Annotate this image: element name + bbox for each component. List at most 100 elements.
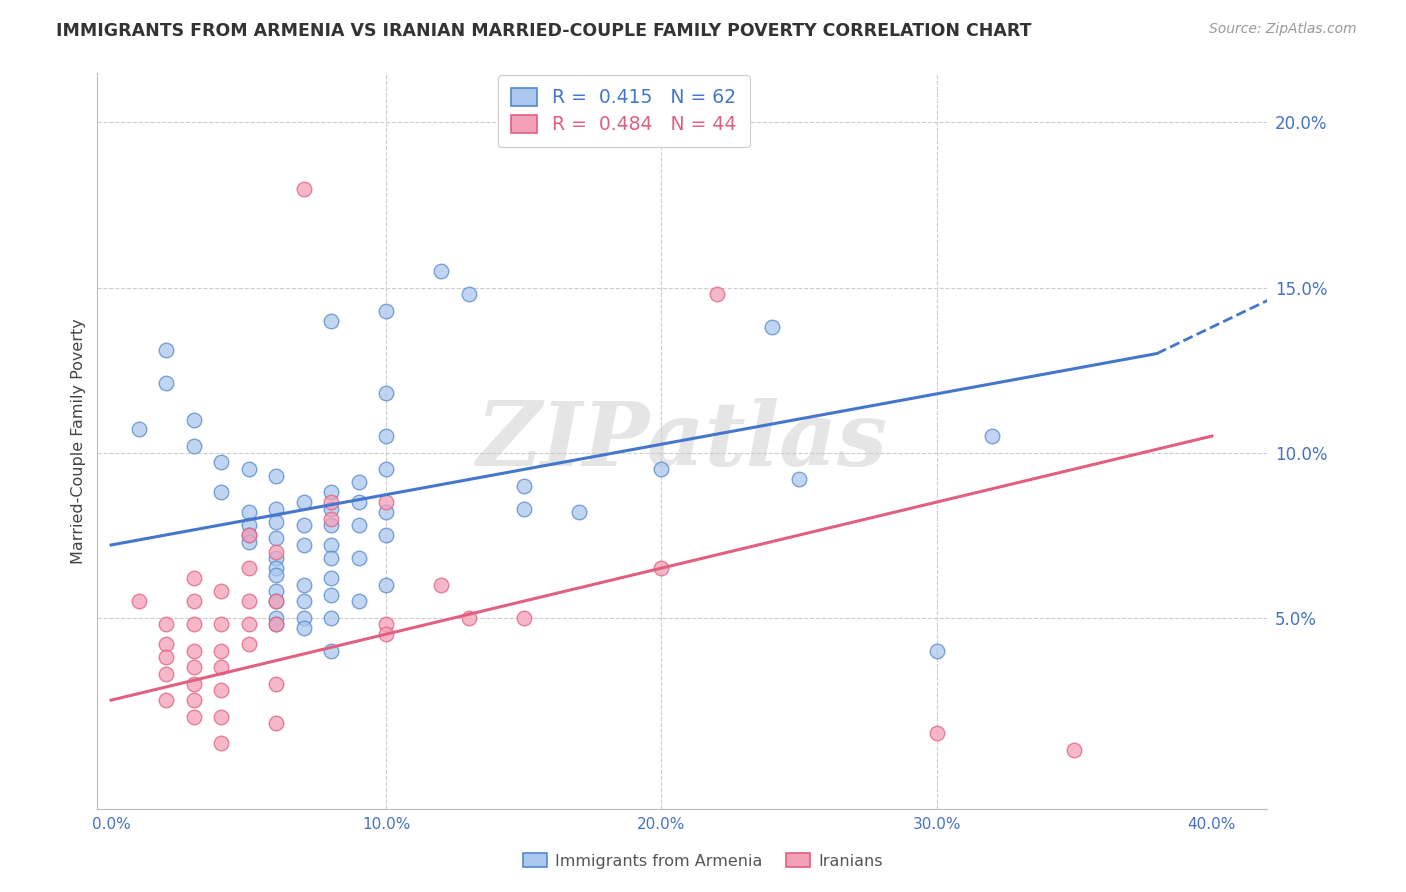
Point bbox=[292, 620, 315, 634]
Point bbox=[209, 660, 232, 674]
Point bbox=[209, 683, 232, 698]
Point bbox=[264, 617, 287, 632]
Point bbox=[238, 534, 260, 549]
Point bbox=[706, 287, 728, 301]
Point bbox=[375, 577, 398, 591]
Point bbox=[183, 643, 205, 657]
Y-axis label: Married-Couple Family Poverty: Married-Couple Family Poverty bbox=[72, 318, 86, 564]
Point bbox=[264, 617, 287, 632]
Point bbox=[292, 181, 315, 195]
Point bbox=[347, 518, 370, 533]
Point bbox=[321, 538, 343, 552]
Point bbox=[155, 376, 177, 391]
Point bbox=[787, 472, 810, 486]
Point bbox=[375, 462, 398, 476]
Point bbox=[292, 495, 315, 509]
Point bbox=[238, 528, 260, 542]
Point bbox=[209, 617, 232, 632]
Point bbox=[264, 532, 287, 546]
Point bbox=[513, 501, 536, 516]
Point bbox=[513, 478, 536, 492]
Point bbox=[347, 594, 370, 608]
Point bbox=[264, 610, 287, 624]
Point bbox=[238, 561, 260, 575]
Point bbox=[183, 617, 205, 632]
Point bbox=[321, 495, 343, 509]
Point bbox=[183, 660, 205, 674]
Point bbox=[925, 643, 948, 657]
Point bbox=[264, 501, 287, 516]
Point bbox=[264, 561, 287, 575]
Point bbox=[568, 505, 591, 519]
Legend: R =  0.415   N = 62, R =  0.484   N = 44: R = 0.415 N = 62, R = 0.484 N = 44 bbox=[498, 75, 749, 147]
Point bbox=[264, 515, 287, 529]
Point bbox=[980, 429, 1002, 443]
Point bbox=[321, 610, 343, 624]
Text: Source: ZipAtlas.com: Source: ZipAtlas.com bbox=[1209, 22, 1357, 37]
Point bbox=[238, 594, 260, 608]
Point bbox=[183, 594, 205, 608]
Point bbox=[321, 511, 343, 525]
Point bbox=[183, 571, 205, 585]
Point bbox=[321, 518, 343, 533]
Point bbox=[264, 584, 287, 599]
Point bbox=[209, 584, 232, 599]
Point bbox=[264, 716, 287, 731]
Point bbox=[183, 412, 205, 426]
Point bbox=[375, 505, 398, 519]
Point bbox=[1063, 742, 1085, 756]
Legend: Immigrants from Armenia, Iranians: Immigrants from Armenia, Iranians bbox=[517, 847, 889, 875]
Point bbox=[238, 617, 260, 632]
Point bbox=[238, 505, 260, 519]
Point bbox=[264, 567, 287, 582]
Point bbox=[375, 386, 398, 401]
Point bbox=[292, 518, 315, 533]
Point bbox=[321, 551, 343, 566]
Point bbox=[264, 594, 287, 608]
Point bbox=[183, 693, 205, 707]
Point bbox=[292, 610, 315, 624]
Point bbox=[321, 643, 343, 657]
Point bbox=[264, 544, 287, 558]
Point bbox=[375, 495, 398, 509]
Point bbox=[155, 650, 177, 665]
Text: ZIPatlas: ZIPatlas bbox=[477, 398, 887, 484]
Point bbox=[264, 551, 287, 566]
Point bbox=[209, 643, 232, 657]
Point bbox=[238, 528, 260, 542]
Point bbox=[155, 343, 177, 358]
Point bbox=[209, 709, 232, 723]
Text: IMMIGRANTS FROM ARMENIA VS IRANIAN MARRIED-COUPLE FAMILY POVERTY CORRELATION CHA: IMMIGRANTS FROM ARMENIA VS IRANIAN MARRI… bbox=[56, 22, 1032, 40]
Point bbox=[321, 587, 343, 601]
Point bbox=[209, 455, 232, 469]
Point bbox=[183, 709, 205, 723]
Point bbox=[375, 429, 398, 443]
Point bbox=[238, 637, 260, 651]
Point bbox=[155, 637, 177, 651]
Point bbox=[292, 538, 315, 552]
Point bbox=[155, 617, 177, 632]
Point bbox=[321, 571, 343, 585]
Point bbox=[321, 313, 343, 327]
Point bbox=[209, 736, 232, 750]
Point bbox=[264, 594, 287, 608]
Point bbox=[292, 594, 315, 608]
Point bbox=[264, 468, 287, 483]
Point bbox=[375, 617, 398, 632]
Point bbox=[375, 528, 398, 542]
Point bbox=[375, 627, 398, 641]
Point bbox=[457, 287, 479, 301]
Point bbox=[347, 475, 370, 490]
Point bbox=[513, 610, 536, 624]
Point bbox=[347, 551, 370, 566]
Point bbox=[457, 610, 479, 624]
Point bbox=[155, 693, 177, 707]
Point bbox=[183, 439, 205, 453]
Point bbox=[430, 577, 453, 591]
Point bbox=[183, 676, 205, 690]
Point bbox=[155, 666, 177, 681]
Point bbox=[292, 577, 315, 591]
Point bbox=[321, 501, 343, 516]
Point bbox=[375, 303, 398, 318]
Point bbox=[128, 594, 150, 608]
